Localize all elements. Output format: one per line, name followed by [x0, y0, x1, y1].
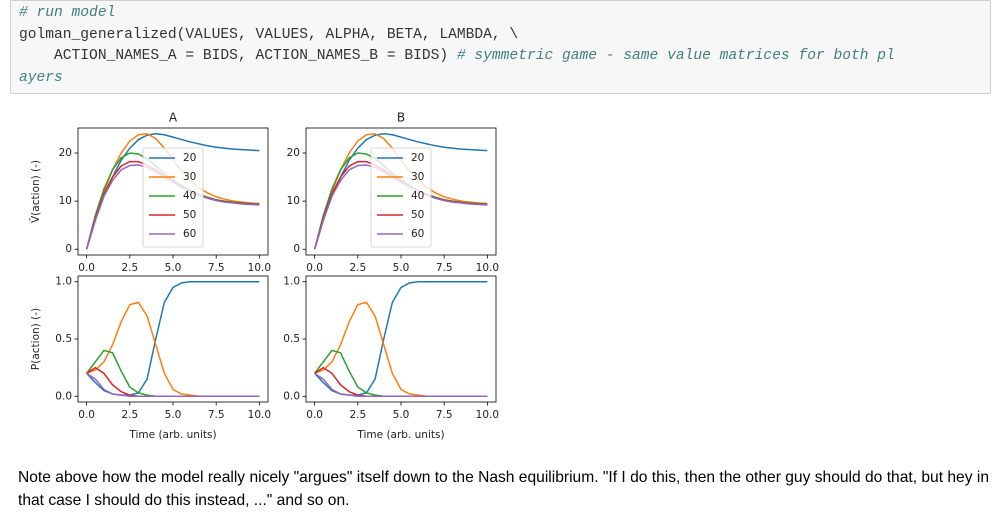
- code-comment: ayers: [19, 69, 63, 86]
- y-tick-label: 0.5: [283, 333, 300, 345]
- legend-label: 60: [183, 228, 196, 240]
- code-line: # run model: [19, 3, 982, 25]
- code-text: ACTION_NAMES_A = BIDS, ACTION_NAMES_B = …: [19, 48, 457, 64]
- figure: A V̂(action) (-) 0.0 2.5 5.0 7.5 10.0 0 10 20 20 30…: [29, 111, 499, 442]
- legend-label: 50: [411, 209, 424, 221]
- legend-label: 20: [411, 152, 424, 164]
- x-tick-label: 7.5: [208, 409, 225, 421]
- x-tick-label: 2.5: [349, 409, 366, 421]
- x-axis-label: Time (arb. units): [128, 429, 216, 441]
- x-tick-label: 0.0: [306, 262, 323, 274]
- y-tick-label: 10: [287, 195, 300, 207]
- series-line: [314, 366, 488, 398]
- series-line: [314, 280, 488, 396]
- x-tick-label: 10.0: [248, 262, 271, 274]
- y-tick-label: 1.0: [283, 276, 300, 288]
- legend-label: 20: [183, 152, 196, 164]
- x-tick-label: 5.0: [393, 409, 410, 421]
- y-tick-label: 10: [59, 195, 72, 207]
- y-tick-label: 0.0: [283, 390, 300, 402]
- y-tick-label: 20: [287, 147, 300, 159]
- series-line: [85, 133, 260, 250]
- code-line: ayers: [19, 68, 982, 90]
- x-tick-label: 10.0: [248, 409, 271, 421]
- y-tick-label: 0.0: [55, 390, 72, 402]
- y-tick-label: 20: [59, 147, 72, 159]
- y-tick-label: 0.5: [55, 333, 72, 345]
- x-tick-label: 5.0: [165, 262, 182, 274]
- x-tick-label: 0.0: [78, 409, 95, 421]
- axes-frame: [305, 127, 497, 256]
- code-line: ACTION_NAMES_A = BIDS, ACTION_NAMES_B = …: [19, 46, 982, 68]
- series-line: [314, 301, 488, 398]
- x-tick-label: 10.0: [476, 409, 499, 421]
- code-comment: # symmetric game - same value matrices f…: [456, 48, 895, 64]
- x-tick-label: 2.5: [121, 409, 138, 421]
- axes-frame: [305, 275, 497, 403]
- legend-label: 40: [411, 190, 424, 202]
- y-tick-label: 0: [65, 243, 72, 255]
- axes-frame: [77, 275, 269, 403]
- x-axis-label: Time (arb. units): [356, 429, 444, 441]
- legend-label: 30: [411, 171, 424, 183]
- x-tick-label: 5.0: [393, 262, 410, 274]
- series-line: [86, 372, 260, 398]
- axes-title: A: [169, 111, 178, 125]
- x-tick-label: 5.0: [165, 409, 182, 421]
- legend-label: 60: [411, 228, 424, 240]
- x-tick-label: 10.0: [476, 262, 499, 274]
- code-line: golman_generalized(VALUES, VALUES, ALPHA…: [19, 25, 982, 47]
- code-text: golman_generalized(VALUES, VALUES, ALPHA…: [19, 26, 519, 43]
- x-tick-label: 0.0: [78, 262, 95, 274]
- markdown-text: Note above how the model really nicely "…: [18, 469, 989, 509]
- series-line: [86, 301, 260, 398]
- x-tick-label: 2.5: [121, 262, 138, 274]
- series-line: [314, 372, 488, 398]
- x-tick-label: 7.5: [436, 409, 453, 421]
- x-tick-label: 2.5: [349, 262, 366, 274]
- code-cell[interactable]: # run model golman_generalized(VALUES, VA…: [10, 0, 991, 94]
- x-tick-label: 7.5: [208, 262, 225, 274]
- x-tick-label: 7.5: [436, 262, 453, 274]
- series-line: [86, 366, 260, 398]
- axes-frame: [77, 127, 269, 256]
- axes-title: B: [397, 111, 405, 125]
- code-comment: # run model: [19, 5, 116, 21]
- legend-label: 40: [183, 190, 196, 202]
- series-line: [86, 280, 260, 396]
- legend-box: [370, 147, 432, 248]
- y-axis-label: P(action) (-): [30, 308, 42, 370]
- x-tick-label: 0.0: [306, 409, 323, 421]
- y-tick-label: 1.0: [55, 276, 72, 288]
- y-tick-label: 0: [293, 243, 300, 255]
- legend-label: 30: [183, 171, 196, 183]
- series-line: [313, 133, 488, 250]
- legend-box: [142, 147, 204, 248]
- legend-label: 50: [183, 209, 196, 221]
- y-axis-label: V̂(action) (-): [29, 160, 42, 223]
